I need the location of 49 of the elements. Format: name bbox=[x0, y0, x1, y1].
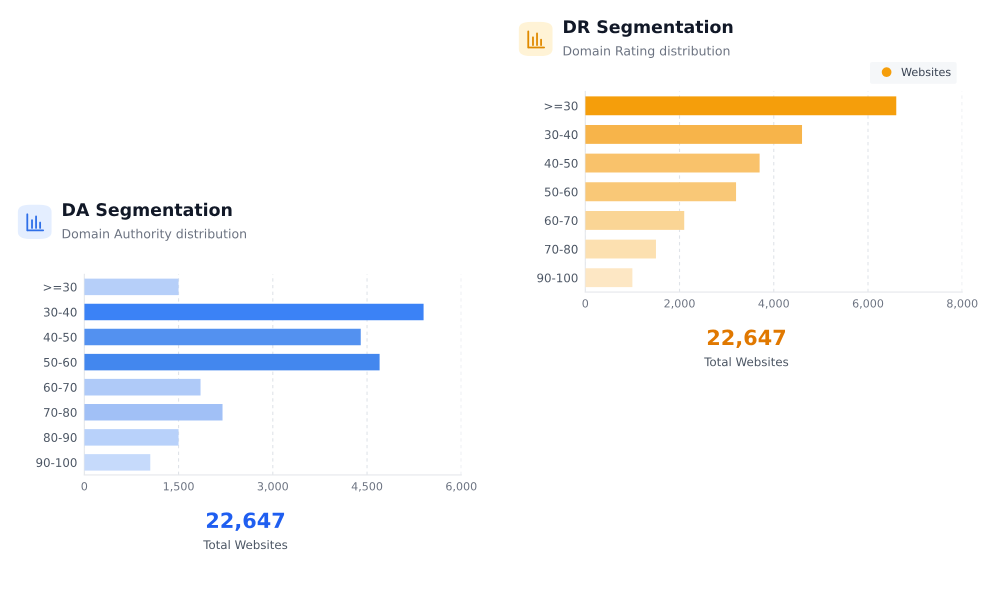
bar bbox=[585, 96, 896, 116]
x-tick-label: 6,000 bbox=[446, 482, 476, 492]
y-tick-label: 60-70 bbox=[44, 382, 77, 392]
y-tick-label: 50-60 bbox=[544, 187, 578, 196]
y-tick-label: 70-80 bbox=[44, 408, 77, 417]
bar bbox=[84, 429, 179, 446]
text: 22,647 bbox=[206, 512, 284, 531]
bar bbox=[585, 240, 656, 259]
bar bbox=[84, 278, 179, 296]
y-tick-label: 90-100 bbox=[537, 273, 578, 282]
x-tick-label: 6,000 bbox=[852, 299, 884, 309]
bar bbox=[585, 182, 736, 202]
bar bbox=[84, 454, 150, 471]
y-tick-label: >=30 bbox=[544, 102, 578, 110]
y-tick-label: 40-50 bbox=[44, 332, 77, 342]
y-tick-label: 60-70 bbox=[544, 216, 578, 226]
bar bbox=[84, 404, 223, 421]
legend-label: Websites bbox=[901, 68, 951, 76]
bar bbox=[84, 304, 424, 320]
y-tick-label: 40-50 bbox=[544, 158, 578, 168]
chart-subtitle: Domain Rating distribution bbox=[564, 46, 730, 58]
bar bbox=[585, 154, 760, 173]
bar bbox=[84, 378, 201, 396]
x-tick-label: 2,000 bbox=[664, 299, 695, 309]
y-tick-label: 30-40 bbox=[44, 308, 77, 317]
bar bbox=[585, 210, 684, 230]
text: Total Websites bbox=[704, 357, 788, 366]
chart-subtitle: Domain Authority distribution bbox=[62, 228, 246, 241]
text: 22,647 bbox=[708, 330, 786, 348]
text: Total Websites bbox=[203, 540, 288, 550]
x-tick-label: 3,000 bbox=[258, 482, 288, 492]
x-tick-label: 1,500 bbox=[164, 482, 194, 492]
chart-title: DA Segmentation bbox=[63, 202, 232, 220]
bar bbox=[585, 124, 802, 144]
y-tick-label: 30-40 bbox=[544, 130, 578, 140]
x-tick-label: 0 bbox=[82, 482, 88, 490]
bar bbox=[84, 354, 380, 370]
x-tick-label: 4,000 bbox=[758, 299, 789, 309]
y-tick-label: 80-90 bbox=[44, 433, 77, 442]
y-tick-label: >=30 bbox=[44, 282, 77, 292]
x-tick-label: 8,000 bbox=[947, 299, 978, 309]
chart-title: DR Segmentation bbox=[564, 20, 732, 37]
bar bbox=[84, 328, 361, 346]
bar bbox=[585, 268, 632, 288]
x-tick-label: 0 bbox=[582, 299, 588, 308]
y-tick-label: 50-60 bbox=[44, 358, 77, 367]
y-tick-label: 90-100 bbox=[36, 458, 77, 468]
y-tick-label: 70-80 bbox=[545, 244, 578, 254]
x-tick-label: 4,500 bbox=[352, 482, 382, 492]
